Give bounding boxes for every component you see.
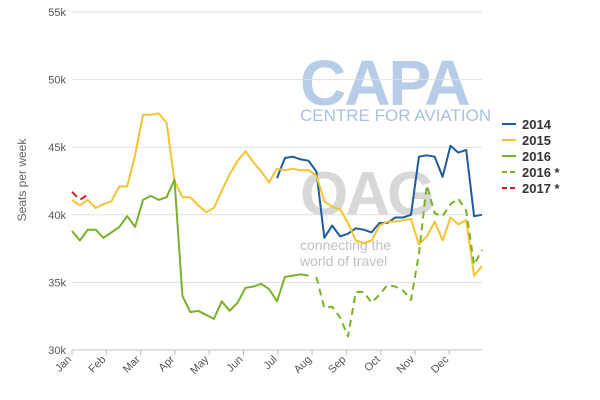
y-tick-label: 55k	[48, 7, 66, 19]
y-axis: 30k 35k 40k 45k 50k 55k	[48, 7, 66, 357]
x-tick-label: Mar	[121, 353, 143, 375]
x-axis: Jan Feb Mar Apr May Jun Jul Aug Sep Oct Nov Dec	[53, 349, 482, 377]
watermark-capa: CAPA CENTRE FOR AVIATION	[300, 47, 491, 125]
series-line	[276, 144, 483, 239]
oag-tagline-line1: connecting the	[300, 237, 391, 253]
oag-tagline-line2: world of travel	[299, 253, 387, 269]
series-line	[71, 191, 89, 201]
x-tick-label: Apr	[156, 353, 177, 374]
x-tick-label: Nov	[395, 353, 418, 376]
legend-label: 2016 *	[522, 165, 561, 180]
y-tick-label: 45k	[48, 142, 66, 154]
x-tick-label: May	[188, 353, 212, 377]
x-tick-label: Dec	[429, 353, 452, 376]
legend-label: 2016	[522, 149, 551, 164]
legend-label: 2017 *	[522, 181, 561, 196]
series-line	[71, 112, 483, 277]
x-tick-label: Sep	[326, 354, 348, 376]
y-axis-title: Seats per week	[15, 138, 29, 222]
series-group	[71, 112, 483, 338]
legend-label: 2014	[522, 117, 552, 132]
legend-label: 2015	[522, 133, 551, 148]
y-tick-label: 35k	[48, 277, 66, 289]
x-tick-label: Jun	[225, 354, 246, 375]
capa-logo-text: CAPA	[300, 47, 469, 119]
x-tick-label: Aug	[292, 354, 314, 376]
capa-tagline: CENTRE FOR AVIATION	[300, 106, 491, 125]
series-line	[71, 178, 309, 320]
y-tick-label: 30k	[48, 345, 66, 357]
x-tick-label: Jul	[261, 354, 279, 372]
series-line	[315, 184, 483, 338]
y-tick-label: 50k	[48, 75, 66, 87]
x-tick-label: Feb	[87, 354, 109, 376]
y-tick-label: 40k	[48, 210, 66, 222]
x-tick-label: Oct	[362, 354, 383, 375]
